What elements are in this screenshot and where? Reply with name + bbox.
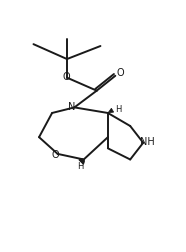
- Text: N: N: [68, 102, 75, 112]
- Text: H: H: [77, 163, 84, 171]
- Text: H: H: [115, 105, 122, 114]
- Text: NH: NH: [140, 137, 155, 147]
- Text: O: O: [51, 150, 59, 160]
- Text: O: O: [62, 72, 70, 82]
- Polygon shape: [108, 108, 114, 113]
- Text: O: O: [116, 68, 124, 78]
